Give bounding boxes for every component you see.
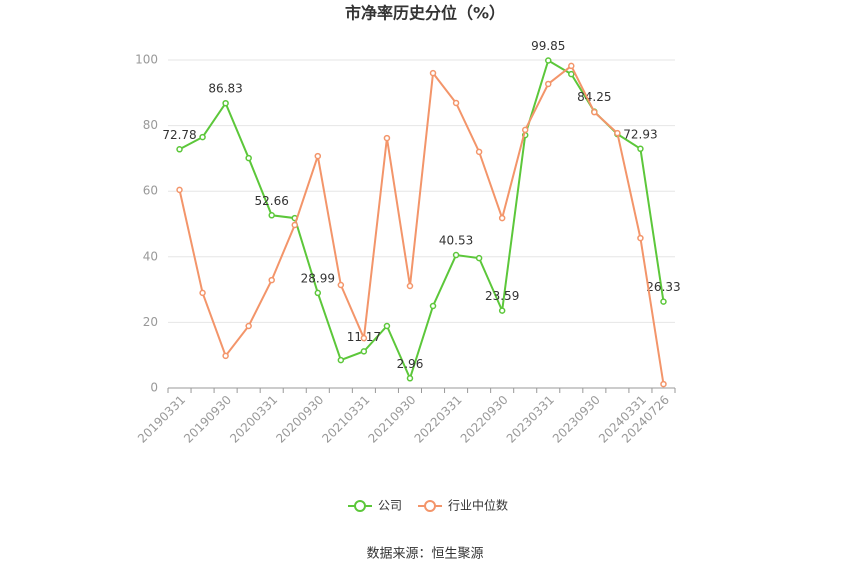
point: [429, 302, 437, 310]
point: [314, 152, 322, 160]
x-tick-label: 20220930: [458, 393, 511, 446]
x-tick-label: 20230331: [504, 393, 557, 446]
point: [245, 322, 252, 330]
point: [498, 214, 506, 222]
point: [452, 251, 460, 259]
legend-item: 行业中位数: [418, 498, 508, 513]
point: [199, 289, 206, 297]
point: [637, 234, 644, 242]
point: [568, 62, 575, 70]
x-tick-label: 20200930: [273, 393, 326, 446]
value-label: 40.53: [439, 234, 473, 248]
series-line: [179, 58, 665, 382]
point: [452, 99, 460, 107]
point: [176, 146, 183, 153]
value-label: 84.25: [577, 90, 611, 104]
point: [383, 134, 391, 142]
point: [568, 70, 575, 78]
value-label: 26.33: [646, 280, 680, 294]
point: [222, 99, 229, 107]
point: [660, 298, 667, 305]
value-label: 72.93: [623, 127, 657, 141]
point: [591, 108, 598, 116]
legend-marker: [424, 500, 437, 512]
y-tick-label: 60: [143, 184, 158, 198]
point: [429, 69, 437, 77]
x-tick-label: 20230930: [550, 393, 603, 446]
point: [222, 352, 229, 360]
y-tick-label: 20: [143, 315, 158, 329]
point: [268, 212, 275, 219]
point: [545, 80, 552, 88]
x-tick-label: 20210331: [319, 393, 372, 446]
series-line: [178, 64, 665, 385]
value-label: 52.66: [255, 194, 289, 208]
x-tick-label: 20210930: [365, 393, 418, 446]
point: [545, 57, 552, 64]
point: [660, 380, 667, 388]
legend-item: 公司: [348, 499, 402, 513]
point: [199, 133, 206, 141]
value-label: 72.78: [162, 128, 196, 142]
legend-label: 行业中位数: [448, 498, 508, 513]
y-tick-label: 0: [150, 381, 158, 395]
x-tick-label: 20190930: [181, 393, 234, 446]
legend-label: 公司: [378, 499, 402, 513]
x-tick-label: 20220331: [412, 393, 465, 446]
point: [475, 254, 483, 262]
point: [291, 221, 298, 229]
value-label: 2.96: [397, 357, 424, 371]
point: [406, 282, 414, 290]
source: 数据来源：恒生聚源: [366, 547, 483, 562]
legend-marker: [354, 500, 366, 512]
y-tick-label: 80: [143, 118, 158, 132]
value-label: 28.99: [301, 271, 335, 285]
point: [314, 289, 322, 297]
point: [268, 276, 275, 284]
value-label: 99.85: [531, 39, 565, 53]
chart-title: 市净率历史分位（%）: [345, 4, 505, 23]
y-tick-label: 40: [143, 249, 158, 263]
x-tick-label: 20190331: [135, 393, 188, 446]
point: [498, 307, 506, 314]
x-tick-label: 20200331: [227, 393, 280, 446]
point: [245, 154, 252, 162]
point: [383, 322, 391, 330]
point: [176, 186, 183, 194]
value-label: 86.83: [208, 82, 242, 96]
value-label: 23.59: [485, 289, 519, 303]
point: [614, 129, 621, 137]
point: [337, 356, 345, 364]
point: [360, 348, 368, 355]
point: [406, 375, 414, 382]
point: [360, 334, 368, 342]
point: [521, 126, 529, 134]
point: [475, 148, 483, 156]
y-tick-label: 100: [135, 53, 158, 67]
point: [637, 145, 644, 153]
point: [337, 281, 345, 289]
